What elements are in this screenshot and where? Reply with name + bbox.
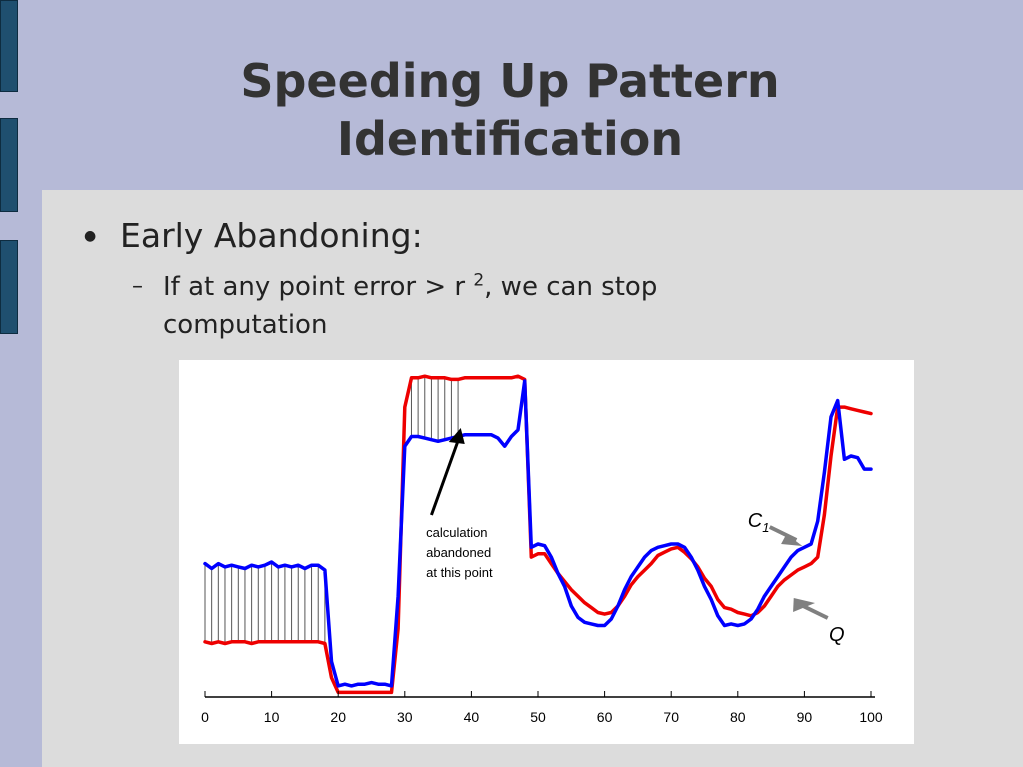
annotation-arrow-shaft xyxy=(430,436,461,516)
x-axis: 0 10 20 30 40 50 60 70 80 90 100 xyxy=(201,691,883,725)
slide-title: Speeding Up Pattern Identification xyxy=(240,54,780,166)
c1-arrow-head xyxy=(781,534,803,546)
sub-bullet-prefix: If at any point error > r xyxy=(163,272,474,302)
sub-bullet-marker: – xyxy=(132,274,143,299)
series-line-c xyxy=(203,374,873,695)
q-arrow-head xyxy=(793,598,816,612)
x-tick-label: 80 xyxy=(730,709,746,725)
x-tick-label: 10 xyxy=(264,709,280,725)
x-tick-label: 50 xyxy=(530,709,546,725)
annotations: calculation abandoned at this point C1 Q xyxy=(426,428,845,646)
x-tick-label: 0 xyxy=(201,709,209,725)
decorative-bar-bottom xyxy=(0,240,18,334)
x-tick-label: 40 xyxy=(464,709,480,725)
c1-arrow-shaft xyxy=(768,525,798,542)
x-tick-label: 70 xyxy=(663,709,679,725)
annotation-text-line: abandoned xyxy=(426,545,491,560)
bullet-early-abandoning: Early Abandoning: xyxy=(120,216,423,255)
sub-bullet-text: If at any point error > r 2, we can stop… xyxy=(163,268,803,344)
bullet-marker: ● xyxy=(84,228,97,244)
x-tick-label: 20 xyxy=(330,709,346,725)
error-connector-lines xyxy=(204,376,459,644)
x-tick-label: 30 xyxy=(397,709,413,725)
x-tick-label: 90 xyxy=(797,709,813,725)
distance-chart: 0 10 20 30 40 50 60 70 80 90 100 calculation abando… xyxy=(201,374,883,725)
sub-bullet-superscript: 2 xyxy=(473,270,485,291)
series-line-q xyxy=(203,379,873,688)
annotation-text-line: at this point xyxy=(426,565,493,580)
q-arrow-shaft xyxy=(800,603,829,620)
chart-panel: 0 10 20 30 40 50 60 70 80 90 100 calculation abando… xyxy=(179,360,914,744)
sub-bullet-suffix: , we can stop computation xyxy=(163,272,658,340)
x-tick-label: 60 xyxy=(597,709,613,725)
annotation-arrow-head xyxy=(448,428,465,444)
annotation-text-line: calculation xyxy=(426,525,487,540)
decorative-bar-middle xyxy=(0,118,18,212)
series-lines xyxy=(203,374,873,695)
x-tick-label: 100 xyxy=(859,709,883,725)
decorative-bar-top xyxy=(0,0,18,92)
series-label-c1: C1 xyxy=(748,510,770,535)
series-label-q: Q xyxy=(829,624,845,646)
